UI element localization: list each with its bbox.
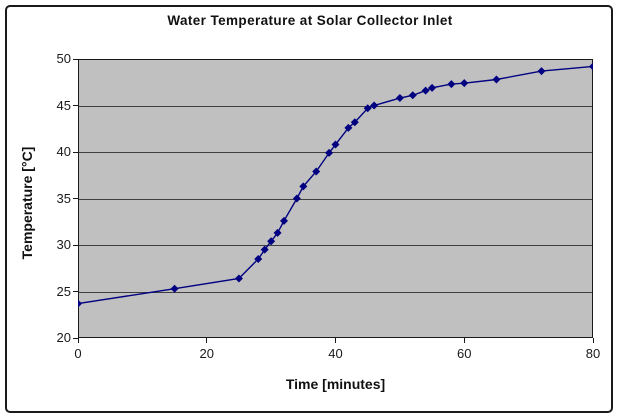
y-tick-label: 50 — [56, 51, 71, 66]
data-point-marker — [428, 83, 437, 92]
chart-title: Water Temperature at Solar Collector Inl… — [167, 13, 453, 28]
chart-outer-border — [5, 5, 613, 413]
plot-border — [78, 59, 593, 338]
x-tick-mark — [77, 338, 79, 343]
y-tick-mark — [73, 198, 78, 199]
plot-area — [74, 59, 597, 338]
y-axis-title: Temperature [°C] — [19, 146, 35, 260]
data-point-marker — [447, 80, 456, 89]
x-tick-mark — [335, 338, 336, 343]
x-tick-label: 20 — [199, 346, 214, 361]
y-tick-mark — [73, 337, 78, 339]
y-tick-label: 35 — [56, 190, 71, 206]
data-point-marker — [350, 118, 359, 127]
y-tick-mark — [73, 105, 78, 106]
y-tick-mark — [73, 151, 78, 153]
data-point-marker — [254, 254, 263, 263]
data-point-marker — [421, 86, 430, 95]
x-tick-mark — [463, 338, 465, 343]
data-point-marker — [234, 274, 243, 283]
data-point-marker — [260, 245, 269, 254]
y-tick-label: 45 — [56, 97, 71, 113]
data-point-marker — [280, 216, 288, 225]
x-axis-title: Time [minutes] — [285, 376, 386, 392]
plot-background — [78, 59, 593, 338]
y-tick-label: 30 — [56, 237, 71, 252]
y-tick-label: 40 — [56, 144, 71, 159]
data-point-marker — [537, 67, 546, 76]
data-point-marker — [267, 237, 276, 246]
data-point-marker — [331, 140, 340, 149]
x-tick-label: 80 — [585, 346, 601, 361]
data-point-marker — [292, 194, 301, 203]
data-point-marker — [395, 94, 404, 103]
plot-svg — [74, 59, 597, 338]
data-point-marker — [492, 75, 501, 84]
x-tick-label: 40 — [328, 346, 343, 361]
x-tick-mark — [206, 338, 208, 343]
data-point-marker — [408, 91, 417, 100]
y-tick-mark — [73, 291, 78, 292]
data-point-marker — [325, 148, 334, 157]
y-tick-mark — [73, 58, 78, 60]
y-tick-label: 20 — [56, 330, 71, 345]
x-tick-label: 0 — [74, 346, 82, 361]
y-tick-label: 25 — [56, 283, 71, 299]
data-point-marker — [344, 123, 353, 132]
data-point-marker — [363, 104, 372, 113]
data-point-marker — [170, 284, 179, 293]
x-tick-label: 60 — [457, 346, 472, 361]
data-point-marker — [273, 228, 282, 237]
data-point-marker — [460, 79, 469, 88]
data-point-marker — [370, 101, 379, 110]
data-point-marker — [299, 182, 308, 191]
data-point-marker — [312, 167, 321, 176]
x-tick-mark — [592, 338, 594, 343]
y-tick-mark — [73, 244, 78, 246]
